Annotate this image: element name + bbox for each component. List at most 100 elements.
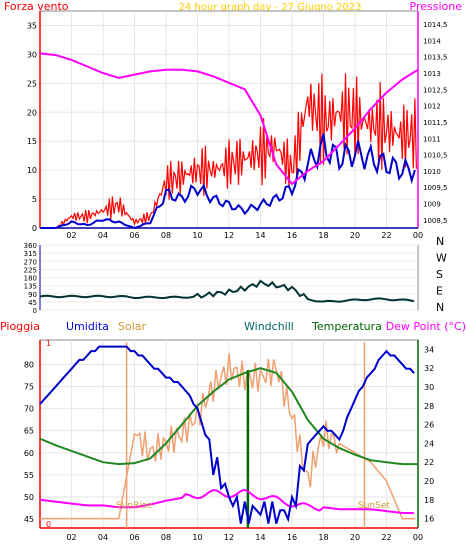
wind-speed-label: Forza vento (4, 0, 69, 13)
rain-top-tick: 1 (46, 339, 51, 348)
panel2-left-tick: 225 (24, 266, 37, 274)
compass-label: W (436, 252, 447, 265)
panel3-temp-tick: 28 (424, 402, 434, 411)
panel3-temp-tick: 24 (424, 439, 434, 448)
panel1-x-tick: 02 (66, 231, 76, 240)
rain-label: Pioggia (0, 320, 40, 333)
compass-label: N (436, 235, 444, 248)
sunset-label: SunSet (358, 501, 390, 511)
panel3-temp-tick: 26 (424, 421, 434, 430)
panel2-left-tick: 135 (24, 283, 37, 291)
panel3-temp-tick: 18 (424, 496, 434, 505)
panel3-humidity-tick: 80 (24, 360, 34, 369)
panel3-x-tick: 16 (287, 533, 297, 542)
panel2-left-tick: 180 (24, 275, 37, 283)
dewpoint-line (39, 488, 415, 514)
humidity-label: Umidita (66, 320, 109, 333)
panel1-right-tick: 1014,5 (423, 21, 448, 29)
panel1-left-tick: 10 (27, 166, 37, 175)
rain-zero-tick: 0 (46, 520, 51, 529)
panel2-left-tick: 270 (24, 258, 37, 266)
panel3-humidity-tick: 60 (24, 449, 34, 458)
panel3-x-tick: 00 (413, 533, 423, 542)
panel3-x-tick: 12 (224, 533, 234, 542)
panel1-left-tick: 35 (27, 21, 37, 30)
panel3-x-tick: 02 (66, 533, 76, 542)
wind-gust-line (40, 73, 417, 229)
panel3-humidity-ticks: 45 50 55 60 65 70 75 80 (24, 360, 34, 524)
panel3-x-tick: 10 (192, 533, 202, 542)
panel1-right-tick: 1014 (423, 37, 441, 45)
panel3-humidity-tick: 70 (24, 405, 34, 414)
wind-direction-line (39, 279, 415, 303)
panel1-x-tick: 10 (192, 231, 202, 240)
compass-label: E (436, 285, 443, 298)
panel1-right-tick: 1010 (423, 168, 441, 176)
panel3-humidity-tick: 45 (24, 515, 34, 524)
panel1-x-tick: 04 (98, 231, 108, 240)
panel3-x-tick: 18 (318, 533, 328, 542)
panel3-humidity-tick: 65 (24, 427, 34, 436)
panel3-x-tick: 06 (129, 533, 139, 542)
solar-label: Solar (118, 320, 147, 333)
panel1-right-tick: 1012 (423, 103, 441, 111)
panel2-left-tick: 0 (33, 307, 37, 315)
panel3-grid (40, 340, 419, 528)
panel-wind-pressure: 0 5 10 15 20 25 30 35 1008,5 1009 1009,5 1010 1010,… (27, 10, 448, 240)
compass-label: N (436, 301, 444, 314)
panel3-temp-tick: 32 (424, 364, 434, 373)
windchill-label: Windchill (244, 320, 294, 333)
panel1-x-tick: 14 (255, 231, 265, 240)
panel3-temp-tick: 22 (424, 458, 434, 467)
panel2-series (39, 279, 415, 303)
panel3-humidity-tick: 50 (24, 493, 34, 502)
panel3-temp-tick: 16 (424, 515, 434, 524)
compass-label: S (436, 268, 443, 281)
panel1-right-tick: 1013,5 (423, 54, 448, 62)
panel3-x-tick: 22 (381, 533, 391, 542)
panel1-left-tick: 30 (27, 50, 37, 59)
panel1-left-tick: 20 (27, 108, 37, 117)
panel1-x-tick: 16 (287, 231, 297, 240)
panel3-x-ticks: 02 04 06 08 10 12 14 16 18 20 22 00 (66, 533, 423, 542)
panel1-x-tick: 20 (350, 231, 360, 240)
panel1-right-tick: 1009 (423, 201, 441, 209)
panel1-right-tick: 1012,5 (423, 86, 448, 94)
panel1-left-tick: 15 (27, 137, 37, 146)
panel3-x-tick: 04 (98, 533, 108, 542)
panel2-left-tick: 90 (28, 291, 37, 299)
pressure-line (39, 52, 419, 186)
dewpoint-label: Dew Point (°C) (386, 320, 466, 333)
temperature-label: Temperatura (311, 320, 382, 333)
panel2-grid (40, 244, 418, 311)
panel1-right-tick: 1009,5 (423, 184, 448, 192)
panel1-x-tick: 08 (161, 231, 171, 240)
panel1-x-tick: 12 (224, 231, 234, 240)
panel1-left-tick: 5 (32, 195, 37, 204)
panel1-left-tick: 25 (27, 79, 37, 88)
panel1-x-tick: 18 (318, 231, 328, 240)
sunrise-label: SunRise (116, 501, 153, 511)
panel2-left-tick: 45 (28, 299, 37, 307)
solar-line (40, 353, 416, 520)
panel1-right-tick: 1010,5 (423, 152, 448, 160)
panel1-right-tick: 1011,5 (423, 119, 448, 127)
panel1-x-tick: 06 (129, 231, 139, 240)
temperature-line (39, 367, 418, 466)
panel1-left-tick: 0 (32, 224, 37, 233)
panel2-left-tick: 360 (24, 242, 37, 250)
panel3-x-tick: 14 (255, 533, 265, 542)
panel1-left-ticks: 0 5 10 15 20 25 30 35 (27, 21, 37, 233)
panel3-x-tick: 20 (350, 533, 360, 542)
panel3-temp-tick: 34 (424, 345, 434, 354)
panel1-x-tick: 22 (381, 231, 391, 240)
wind-average-line (40, 133, 416, 230)
panel1-right-ticks: 1008,5 1009 1009,5 1010 1010,5 1011 1011,5 1012… (423, 21, 448, 225)
panel3-humidity-tick: 75 (24, 382, 34, 391)
panel1-x-ticks: 02 04 06 08 10 12 14 16 18 20 22 00 (66, 231, 423, 240)
